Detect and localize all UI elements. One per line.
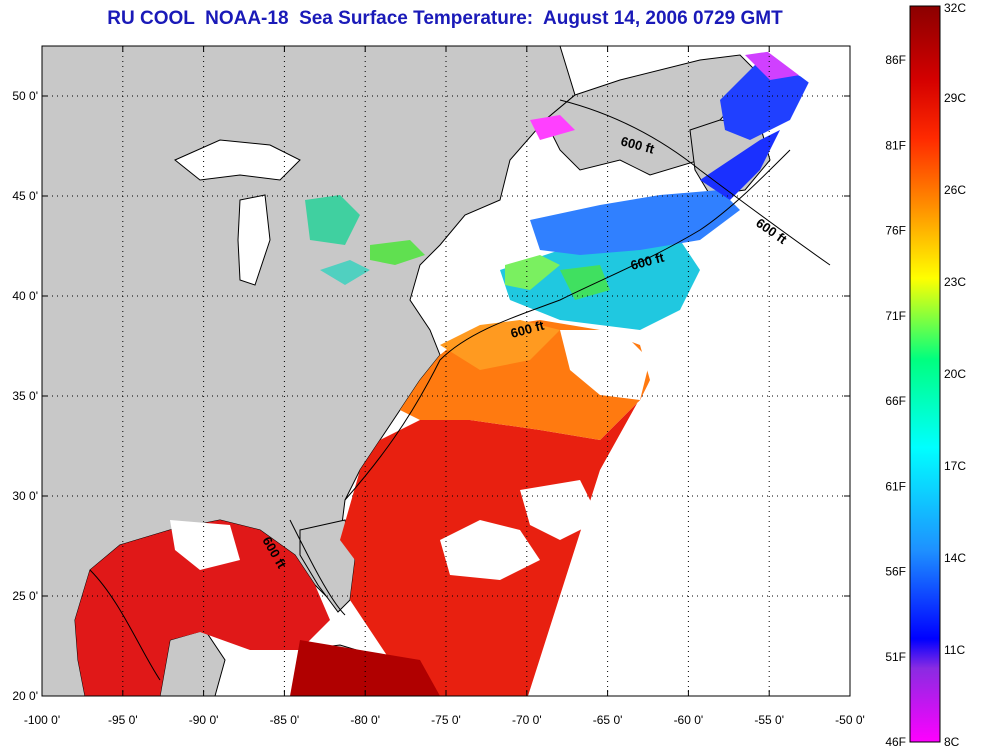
colorbar-fahrenheit-label: 56F bbox=[885, 565, 906, 579]
lat-tick-label: 30 0' bbox=[12, 489, 38, 503]
lon-tick-label: -100 0' bbox=[24, 713, 60, 727]
lon-tick-label: -55 0' bbox=[754, 713, 784, 727]
colorbar-fahrenheit-label: 61F bbox=[885, 479, 906, 493]
latitude-axis: 20 0' 25 0' 30 0' 35 0' 40 0' 45 0' 50 0' bbox=[12, 89, 850, 703]
lon-tick-label: -80 0' bbox=[350, 713, 380, 727]
lat-tick-label: 35 0' bbox=[12, 389, 38, 403]
lake-superior bbox=[174, 139, 301, 181]
colorbar-labels: 32C 29C 26C 23C 20C 17C 14C 11C 8C 86F 81F 76F 71F 66… bbox=[885, 1, 966, 749]
colorbar-celsius-label: 20C bbox=[944, 367, 966, 381]
lat-tick-label: 50 0' bbox=[12, 89, 38, 103]
colorbar-celsius-label: 11C bbox=[944, 643, 965, 657]
colorbar-fahrenheit-label: 66F bbox=[885, 394, 906, 408]
lon-tick-label: -65 0' bbox=[593, 713, 623, 727]
lon-tick-label: -90 0' bbox=[189, 713, 219, 727]
colorbar-celsius-label: 23C bbox=[944, 275, 966, 289]
colorbar-celsius-label: 14C bbox=[944, 551, 966, 565]
lat-tick-label: 20 0' bbox=[12, 689, 38, 703]
isobath-600ft bbox=[89, 99, 831, 681]
lat-tick-label: 40 0' bbox=[12, 289, 38, 303]
lon-tick-label: -50 0' bbox=[835, 713, 865, 727]
map-title: RU COOL NOAA-18 Sea Surface Temperature:… bbox=[107, 8, 783, 29]
grid-lines bbox=[42, 46, 850, 696]
lake-michigan bbox=[237, 194, 271, 286]
lon-tick-label: -95 0' bbox=[108, 713, 138, 727]
lat-tick-label: 25 0' bbox=[12, 589, 38, 603]
colorbar-celsius-label: 32C bbox=[944, 1, 966, 15]
land-area bbox=[42, 46, 576, 696]
lon-tick-label: -85 0' bbox=[270, 713, 300, 727]
lon-tick-label: -75 0' bbox=[431, 713, 461, 727]
colorbar-fahrenheit-label: 46F bbox=[885, 735, 906, 749]
colorbar-fahrenheit-label: 51F bbox=[885, 650, 906, 664]
longitude-axis: -100 0' -95 0' -90 0' -85 0' -80 0' -75 0' -70… bbox=[24, 46, 865, 727]
colorbar bbox=[909, 5, 941, 743]
colorbar-fahrenheit-label: 76F bbox=[885, 224, 906, 238]
colorbar-fahrenheit-label: 71F bbox=[885, 309, 906, 323]
colorbar-celsius-label: 8C bbox=[944, 735, 960, 749]
colorbar-celsius-label: 26C bbox=[944, 183, 966, 197]
sst-swath bbox=[75, 50, 810, 696]
lon-tick-label: -60 0' bbox=[674, 713, 704, 727]
lat-tick-label: 45 0' bbox=[12, 189, 38, 203]
colorbar-celsius-label: 29C bbox=[944, 91, 966, 105]
lon-tick-label: -70 0' bbox=[512, 713, 542, 727]
colorbar-fahrenheit-label: 86F bbox=[885, 53, 906, 67]
colorbar-celsius-label: 17C bbox=[944, 459, 966, 473]
colorbar-fahrenheit-label: 81F bbox=[885, 138, 906, 152]
